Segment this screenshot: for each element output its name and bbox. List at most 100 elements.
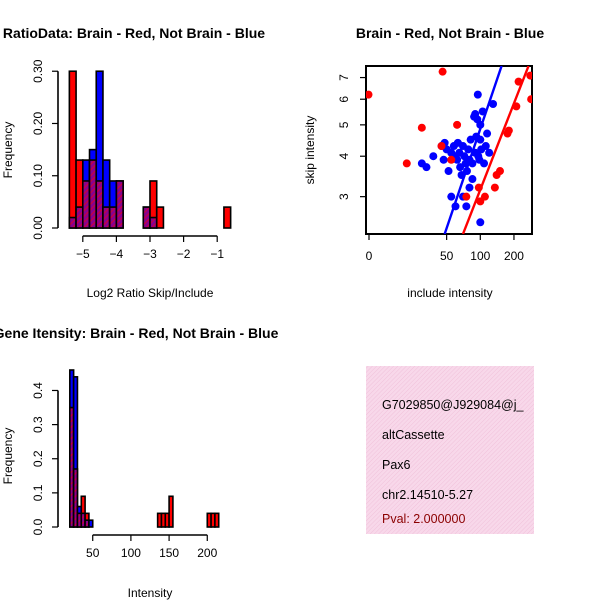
scatter-point-brain <box>495 167 504 176</box>
ratio-axes: −5 −4 −3 −2 −1 0.00 0.10 0.20 0.30 <box>31 59 224 261</box>
ratio-bar-overlap <box>95 180 104 229</box>
ratio-histogram: RatioData: Brain - Red, Not Brain - Blue… <box>1 25 265 300</box>
ratio-bars <box>68 70 232 229</box>
info-gene-name: Pax6 <box>382 458 411 472</box>
ratio-bar-brain <box>223 206 232 229</box>
info-pvalue: Pval: 2.000000 <box>382 512 465 526</box>
ratio-bar-overlap <box>82 180 91 229</box>
ratio-y-tick-label: 0.20 <box>31 111 45 135</box>
intensity-histogram: Gene Itensity: Brain - Red, Not Brain - … <box>0 325 279 600</box>
intensity-xlabel: Intensity <box>128 586 173 600</box>
ratio-x-tick-label: −1 <box>210 247 224 261</box>
scatter-ylabel: skip intensity <box>303 116 317 185</box>
scatter-point-brain <box>527 95 532 104</box>
scatter-y-tick-label: 3 <box>337 193 351 200</box>
intensity-bar-brain <box>168 495 174 528</box>
scatter-point-notbrain <box>422 163 431 172</box>
scatter-plot-frame <box>365 65 533 235</box>
ratio-x-tick-label: −4 <box>110 247 124 261</box>
ratio-y-tick-label: 0.10 <box>31 164 45 188</box>
ratio-bar-brain <box>68 70 77 229</box>
ratio-bar-brain <box>155 206 165 229</box>
ratio-bar-overlap <box>75 206 84 229</box>
intensity-x-tick-label: 200 <box>197 546 217 560</box>
scatter-point-notbrain <box>485 148 494 157</box>
scatter-y-tick-label: 7 <box>337 74 351 81</box>
info-panel: G7029850@J929084@j_ altCassette Pax6 chr… <box>366 366 534 534</box>
scatter-x-tick-label: 50 <box>440 249 454 263</box>
ratio-bar-overlap <box>102 206 111 229</box>
intensity-scatter: Brain - Red, Not Brain - Blue include in… <box>303 25 544 300</box>
intensity-axes: 50 100 150 200 0.0 0.1 0.2 0.3 0.4 <box>31 382 218 560</box>
ratio-x-tick-label: −5 <box>76 247 90 261</box>
scatter-axes: 0 50 100 200 3 4 5 6 7 <box>337 74 524 263</box>
intensity-title: Gene Itensity: Brain - Red, Not Brain - … <box>0 325 279 341</box>
info-background <box>366 366 534 534</box>
scatter-point-notbrain <box>453 155 462 164</box>
scatter-point-notbrain <box>468 175 477 184</box>
scatter-point-notbrain <box>480 159 489 168</box>
scatter-point-notbrain <box>444 167 453 176</box>
scatter-point-brain <box>366 90 373 99</box>
scatter-point-notbrain <box>439 155 448 164</box>
scatter-point-notbrain <box>476 218 485 227</box>
scatter-y-tick-label: 6 <box>337 96 351 103</box>
scatter-point-notbrain <box>465 183 474 192</box>
scatter-x-tick-label: 0 <box>366 249 373 263</box>
intensity-x-tick-label: 150 <box>159 546 179 560</box>
scatter-point-brain <box>490 183 499 192</box>
ratio-bar-overlap <box>88 159 98 229</box>
ratio-bar-overlap <box>68 216 77 229</box>
scatter-point-notbrain <box>473 90 482 99</box>
ratio-bar-overlap <box>149 216 158 229</box>
scatter-point-brain <box>526 71 532 80</box>
scatter-x-tick-label: 200 <box>504 249 524 263</box>
scatter-point-brain <box>438 67 447 76</box>
intensity-bar-brain <box>214 512 220 528</box>
intensity-y-tick-label: 0.0 <box>31 518 45 535</box>
scatter-y-tick-label: 5 <box>337 121 351 128</box>
scatter-point-brain <box>476 197 485 206</box>
fit-line-brain <box>461 66 530 234</box>
intensity-y-tick-label: 0.3 <box>31 416 45 433</box>
ratio-y-tick-label: 0.00 <box>31 216 45 240</box>
info-probe-id: G7029850@J929084@j_ <box>382 398 525 412</box>
ratio-y-tick-label: 0.30 <box>31 59 45 83</box>
scatter-point-brain <box>402 159 411 168</box>
ratio-xlabel: Log2 Ratio Skip/Include <box>87 286 214 300</box>
ratio-ylabel: Frequency <box>1 122 15 179</box>
scatter-point-notbrain <box>489 99 498 108</box>
scatter-x-tick-label: 100 <box>470 249 490 263</box>
intensity-y-tick-label: 0.2 <box>31 450 45 467</box>
ratio-bar-overlap <box>108 206 118 229</box>
intensity-bars <box>69 369 220 528</box>
scatter-points <box>366 66 532 234</box>
scatter-y-tick-label: 4 <box>337 153 351 160</box>
scatter-point-brain <box>447 155 456 164</box>
scatter-point-notbrain <box>447 192 456 201</box>
ratio-x-tick-label: −2 <box>177 247 191 261</box>
scatter-point-notbrain <box>481 142 490 151</box>
fit-line-notbrain <box>443 66 503 234</box>
intensity-x-tick-label: 50 <box>86 546 100 560</box>
intensity-ylabel: Frequency <box>1 428 15 485</box>
scatter-point-notbrain <box>483 129 492 138</box>
ratio-title: RatioData: Brain - Red, Not Brain - Blue <box>3 25 265 41</box>
scatter-point-notbrain <box>429 152 438 161</box>
info-event-type: altCassette <box>382 428 445 442</box>
scatter-point-brain <box>462 192 471 201</box>
scatter-point-brain <box>504 126 513 135</box>
scatter-point-notbrain <box>462 202 471 211</box>
ratio-bar-overlap <box>115 180 124 229</box>
intensity-bar-notbrain <box>88 519 94 528</box>
scatter-point-brain <box>417 123 426 132</box>
intensity-bar-overlap <box>72 468 79 528</box>
scatter-point-notbrain <box>464 145 473 154</box>
scatter-title: Brain - Red, Not Brain - Blue <box>356 25 544 41</box>
intensity-y-tick-label: 0.4 <box>31 382 45 399</box>
scatter-point-brain <box>453 120 462 129</box>
intensity-y-tick-label: 0.1 <box>31 484 45 501</box>
ratio-x-tick-label: −3 <box>143 247 157 261</box>
